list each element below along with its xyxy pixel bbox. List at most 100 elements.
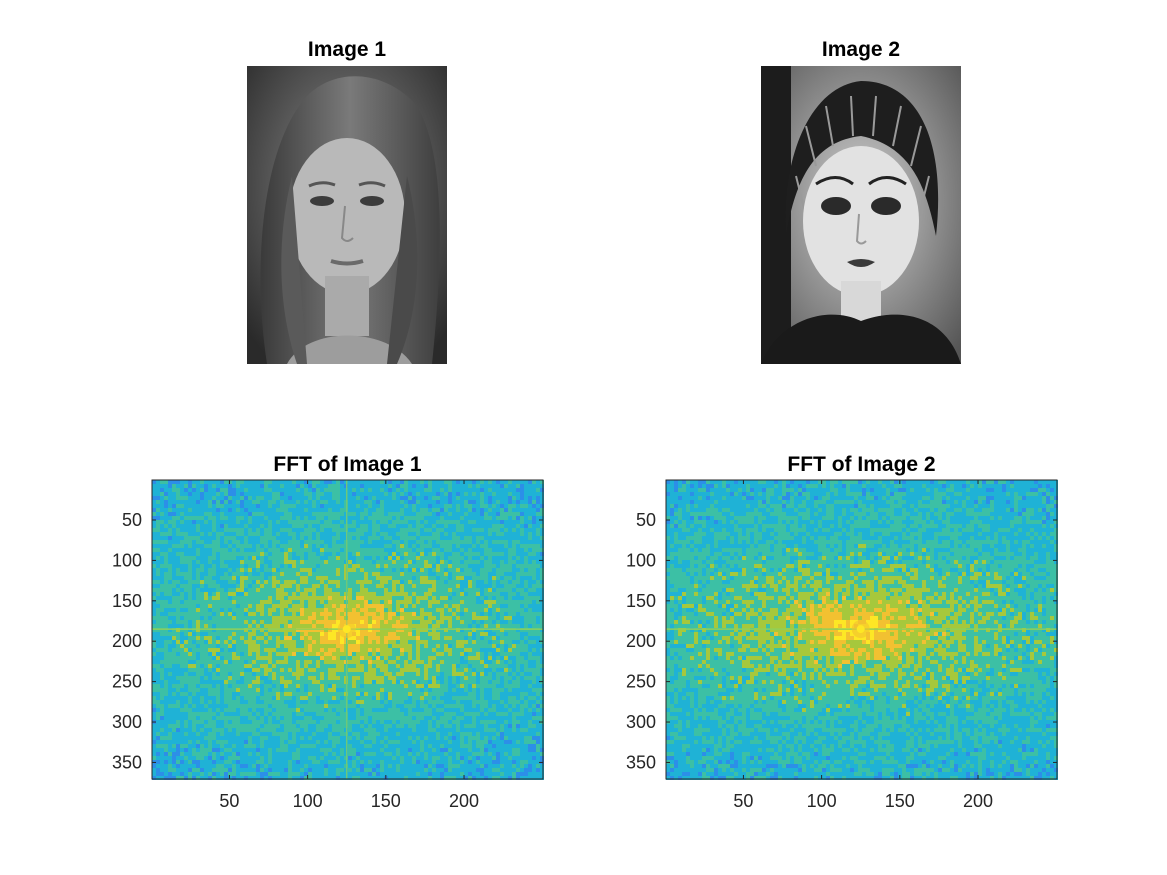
- fft-cell: [496, 572, 500, 576]
- fft-cell: [220, 660, 224, 664]
- fft-cell: [288, 528, 292, 532]
- fft-cell: [464, 664, 468, 668]
- fft-cell: [220, 512, 224, 516]
- fft-cell: [208, 628, 212, 632]
- fft-cell: [340, 520, 344, 524]
- fft-cell: [504, 564, 508, 568]
- fft-cell: [492, 644, 496, 648]
- fft-cell: [484, 648, 488, 652]
- fft-cell: [540, 604, 544, 608]
- fft-cell: [420, 636, 424, 640]
- fft-cell: [344, 544, 348, 548]
- fft-cell: [400, 664, 404, 668]
- fft-cell: [308, 656, 312, 660]
- fft-cell: [480, 568, 484, 572]
- fft-cell: [272, 636, 276, 640]
- fft-cell: [284, 600, 288, 604]
- fft-cell: [496, 540, 500, 544]
- fft-cell: [472, 640, 476, 644]
- fft-cell: [152, 552, 156, 556]
- fft-cell: [248, 620, 252, 624]
- fft-cell: [536, 588, 540, 592]
- fft-cell: [404, 532, 408, 536]
- fft-cell: [220, 592, 224, 596]
- fft-cell: [304, 480, 308, 484]
- fft-cell: [248, 516, 252, 520]
- fft-cell: [436, 644, 440, 648]
- fft-cell: [204, 624, 208, 628]
- fft-cell: [440, 604, 444, 608]
- fft-cell: [528, 624, 532, 628]
- fft-cell: [252, 488, 256, 492]
- fft-cell: [228, 676, 232, 680]
- fft-cell: [208, 560, 212, 564]
- fft-cell: [380, 664, 384, 668]
- fft-cell: [260, 652, 264, 656]
- fft-cell: [484, 624, 488, 628]
- fft-cell: [456, 676, 460, 680]
- fft-cell: [196, 660, 200, 664]
- fft-cell: [176, 628, 180, 632]
- fft-cell: [296, 620, 300, 624]
- fft-cell: [536, 664, 540, 668]
- fft-cell: [264, 632, 268, 636]
- fft-cell: [300, 504, 304, 508]
- fft-cell: [324, 496, 328, 500]
- fft-cell: [256, 680, 260, 684]
- fft-cell: [272, 632, 276, 636]
- fft-cell: [244, 500, 248, 504]
- fft-cell: [432, 660, 436, 664]
- fft-cell: [196, 656, 200, 660]
- fft-cell: [192, 496, 196, 500]
- fft-cell: [436, 528, 440, 532]
- fft-cell: [340, 584, 344, 588]
- fft-cell: [336, 524, 340, 528]
- fft-cell: [256, 664, 260, 668]
- fft-cell: [324, 500, 328, 504]
- fft-cell: [344, 632, 348, 636]
- fft-cell: [160, 508, 164, 512]
- fft-cell: [508, 536, 512, 540]
- fft-cell: [224, 584, 228, 588]
- fft-cell: [320, 572, 324, 576]
- fft-cell: [524, 568, 528, 572]
- fft-cell: [480, 600, 484, 604]
- fft-cell: [360, 600, 364, 604]
- fft-cell: [304, 516, 308, 520]
- fft-cell: [276, 516, 280, 520]
- fft-cell: [524, 656, 528, 660]
- fft-cell: [372, 520, 376, 524]
- fft-cell: [432, 664, 436, 668]
- fft-cell: [536, 640, 540, 644]
- fft-cell: [276, 588, 280, 592]
- fft-cell: [172, 660, 176, 664]
- fft-cell: [208, 584, 212, 588]
- fft-cell: [236, 480, 240, 484]
- fft-cell: [364, 512, 368, 516]
- fft-cell: [420, 676, 424, 680]
- fft-cell: [452, 620, 456, 624]
- fft-cell: [164, 668, 168, 672]
- fft-cell: [312, 592, 316, 596]
- fft-cell: [532, 592, 536, 596]
- fft-cell: [532, 644, 536, 648]
- fft-cell: [168, 552, 172, 556]
- fft-cell: [480, 564, 484, 568]
- fft-cell: [352, 540, 356, 544]
- fft-cell: [304, 616, 308, 620]
- fft-cell: [216, 536, 220, 540]
- fft-cell: [208, 640, 212, 644]
- fft-cell: [328, 568, 332, 572]
- fft-cell: [404, 592, 408, 596]
- fft-cell: [460, 492, 464, 496]
- fft-cell: [528, 632, 532, 636]
- fft-cell: [264, 552, 268, 556]
- fft-cell: [504, 504, 508, 508]
- fft-cell: [372, 660, 376, 664]
- fft-cell: [344, 596, 348, 600]
- fft-cell: [340, 576, 344, 580]
- fft-cell: [428, 500, 432, 504]
- fft-cell: [284, 616, 288, 620]
- fft-cell: [492, 676, 496, 680]
- fft-cell: [272, 556, 276, 560]
